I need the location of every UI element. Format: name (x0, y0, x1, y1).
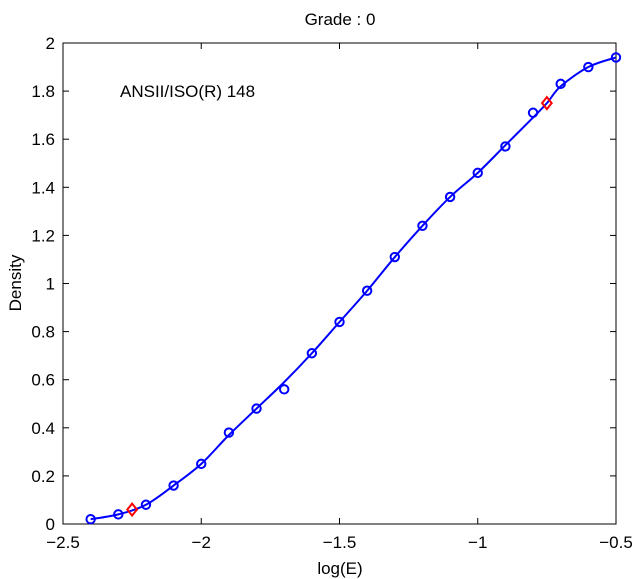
x-axis-label: log(E) (317, 559, 362, 578)
data-point-circle (583, 61, 594, 73)
data-point-circle (140, 499, 152, 510)
data-point-circle (196, 458, 207, 470)
measured-points (85, 52, 622, 525)
x-tick-label: −0.5 (599, 533, 633, 552)
data-point-circle (610, 52, 622, 63)
y-tick-label: 0.2 (31, 467, 55, 486)
x-tick-label: −2.5 (46, 533, 80, 552)
y-tick-label: 1 (46, 275, 55, 294)
data-point-circle (113, 509, 124, 520)
data-point-circle (527, 107, 539, 118)
y-tick-label: 0.4 (31, 419, 55, 438)
density-curve (90, 56, 617, 521)
y-tick-label: 1.2 (31, 226, 55, 245)
y-tick-label: 0.6 (31, 371, 55, 390)
y-tick-label: 1.8 (31, 82, 55, 101)
y-tick-label: 0 (46, 515, 55, 534)
y-tick-label: 0.8 (31, 323, 55, 342)
axis-ticks (62, 42, 617, 525)
data-point-circle (417, 220, 428, 231)
x-tick-label: −2 (192, 533, 211, 552)
y-tick-label: 1.4 (31, 178, 55, 197)
y-axis-label: Density (6, 254, 25, 311)
data-point-circle (306, 348, 318, 359)
data-point-circle (389, 251, 400, 263)
y-tick-label: 1.6 (31, 130, 55, 149)
reference-diamond (126, 501, 139, 518)
data-point-circle (251, 403, 262, 414)
data-point-circle (223, 427, 235, 438)
data-point-circle (334, 316, 345, 328)
data-point-circle (279, 384, 290, 395)
data-point-circle (85, 513, 96, 525)
data-point-circle (500, 141, 511, 152)
standard-annotation: ANSII/ISO(R) 148 (120, 82, 255, 101)
data-point-circle (361, 285, 373, 296)
reference-markers (126, 95, 553, 518)
data-point-circle (168, 480, 179, 491)
data-point-circle (472, 167, 483, 179)
chart-title: Grade : 0 (305, 10, 376, 29)
y-tick-label: 2 (46, 34, 55, 53)
x-tick-label: −1 (468, 533, 487, 552)
axis-tick-labels: −2.5 −2 −1.5 −1 −0.5 0 0.2 0.4 0.6 0.8 1 1.2 1.4 1.6 1… (31, 34, 632, 552)
data-point-circle (555, 78, 566, 90)
x-tick-label: −1.5 (323, 533, 357, 552)
data-point-circle (444, 191, 456, 203)
reference-diamond (540, 95, 553, 111)
